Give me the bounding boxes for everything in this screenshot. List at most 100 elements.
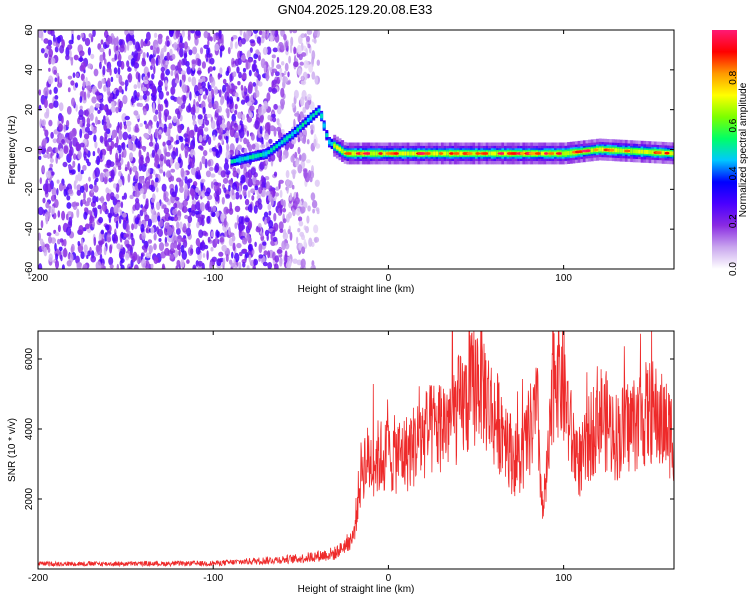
noise-cell (150, 65, 153, 70)
noise-cell (245, 30, 252, 39)
noise-cell (71, 169, 76, 175)
ridge-cell (285, 136, 289, 141)
noise-cell (126, 120, 132, 127)
noise-cell (158, 110, 162, 121)
noise-cell (283, 199, 286, 209)
noise-cell (225, 134, 229, 144)
noise-cell (207, 40, 210, 47)
noise-cell (219, 67, 223, 75)
noise-cell (71, 201, 77, 208)
noise-cell (76, 34, 81, 41)
noise-cell (228, 226, 231, 236)
noise-cell (67, 220, 73, 229)
noise-cell (117, 66, 121, 76)
noise-cell (310, 265, 316, 269)
ridge-cell (312, 113, 316, 118)
noise-cell (69, 130, 74, 140)
noise-cell (157, 35, 163, 45)
noise-cell (38, 155, 42, 160)
noise-cell (127, 73, 133, 83)
noise-cell (179, 35, 183, 44)
noise-cell (111, 130, 115, 141)
spectrogram-y-tick-label: 60 (24, 24, 35, 36)
noise-cell (70, 80, 75, 86)
noise-cell (55, 147, 59, 155)
noise-cell (203, 150, 208, 157)
noise-cell (86, 117, 91, 125)
ridge-cell (648, 150, 652, 155)
noise-cell (234, 103, 238, 110)
noise-cell (279, 204, 283, 214)
noise-cell (54, 242, 57, 252)
noise-cell (141, 163, 147, 172)
noise-cell (267, 114, 272, 121)
noise-cell (80, 73, 85, 81)
noise-cell (282, 154, 286, 160)
noise-cell (46, 183, 52, 193)
noise-cell (150, 133, 153, 143)
snr-y-tick-label: 4000 (24, 417, 35, 440)
noise-cell (288, 55, 291, 64)
ridge-cell (306, 118, 310, 122)
noise-cell (94, 141, 98, 149)
noise-cell (129, 152, 134, 162)
ridge-cell (257, 153, 260, 158)
noise-cell (97, 147, 100, 154)
noise-cell (210, 231, 214, 238)
noise-cell (258, 106, 262, 115)
noise-cell (208, 92, 212, 100)
noise-cell (263, 133, 270, 140)
noise-cell (222, 224, 228, 232)
noise-cell (106, 61, 112, 71)
noise-cell (174, 161, 180, 170)
noise-cell (133, 90, 138, 100)
noise-cell (304, 96, 308, 102)
noise-cell (208, 66, 214, 72)
noise-cell (214, 236, 218, 245)
noise-cell (206, 250, 209, 261)
noise-cell (220, 212, 226, 223)
noise-cell (247, 177, 253, 188)
noise-cell (102, 115, 106, 124)
noise-cell (250, 133, 255, 141)
ridge-peak-cell (344, 152, 354, 155)
noise-cell (133, 110, 139, 116)
noise-cell (202, 253, 206, 258)
noise-cell (247, 58, 253, 63)
noise-cell (220, 97, 224, 106)
noise-cell (208, 166, 214, 172)
noise-cell (197, 190, 203, 196)
noise-cell (186, 66, 191, 75)
noise-cell (240, 84, 244, 91)
noise-cell (300, 206, 306, 214)
noise-cell (272, 79, 278, 85)
ridge-peak-cell (585, 149, 591, 153)
noise-cell (221, 244, 227, 252)
noise-cell (94, 179, 97, 187)
noise-cell (154, 177, 159, 183)
noise-cell (118, 130, 123, 141)
noise-cell (147, 218, 152, 227)
spectrogram-y-label: Frequency (Hz) (7, 116, 18, 185)
noise-cell (182, 95, 186, 105)
noise-cell (234, 58, 240, 67)
noise-cell (245, 60, 249, 70)
noise-cell (313, 30, 318, 37)
noise-cell (42, 138, 48, 145)
noise-cell (258, 186, 263, 194)
noise-cell (151, 73, 155, 80)
noise-cell (268, 193, 273, 202)
noise-cell (271, 30, 275, 36)
noise-cell (213, 32, 217, 43)
ridge-cell (230, 159, 234, 164)
noise-cell (162, 141, 166, 147)
noise-cell (43, 154, 48, 159)
noise-cell (176, 227, 181, 235)
noise-cell (168, 216, 173, 221)
noise-cell (299, 154, 302, 161)
noise-cell (241, 259, 247, 264)
ridge-cell (233, 158, 237, 163)
ridge-cell (236, 158, 239, 163)
noise-cell (297, 146, 301, 155)
